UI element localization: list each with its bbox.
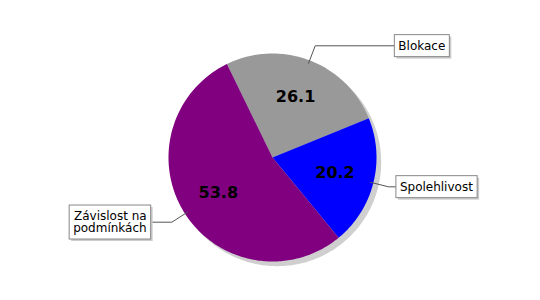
svg-text:53.8: 53.8: [199, 182, 238, 201]
svg-text:Závislost napodmínkách: Závislost napodmínkách: [73, 209, 147, 235]
svg-text:Spolehlivost: Spolehlivost: [400, 180, 473, 194]
svg-text:Blokace: Blokace: [398, 39, 445, 53]
svg-text:20.2: 20.2: [315, 163, 354, 182]
svg-text:26.1: 26.1: [276, 87, 315, 106]
